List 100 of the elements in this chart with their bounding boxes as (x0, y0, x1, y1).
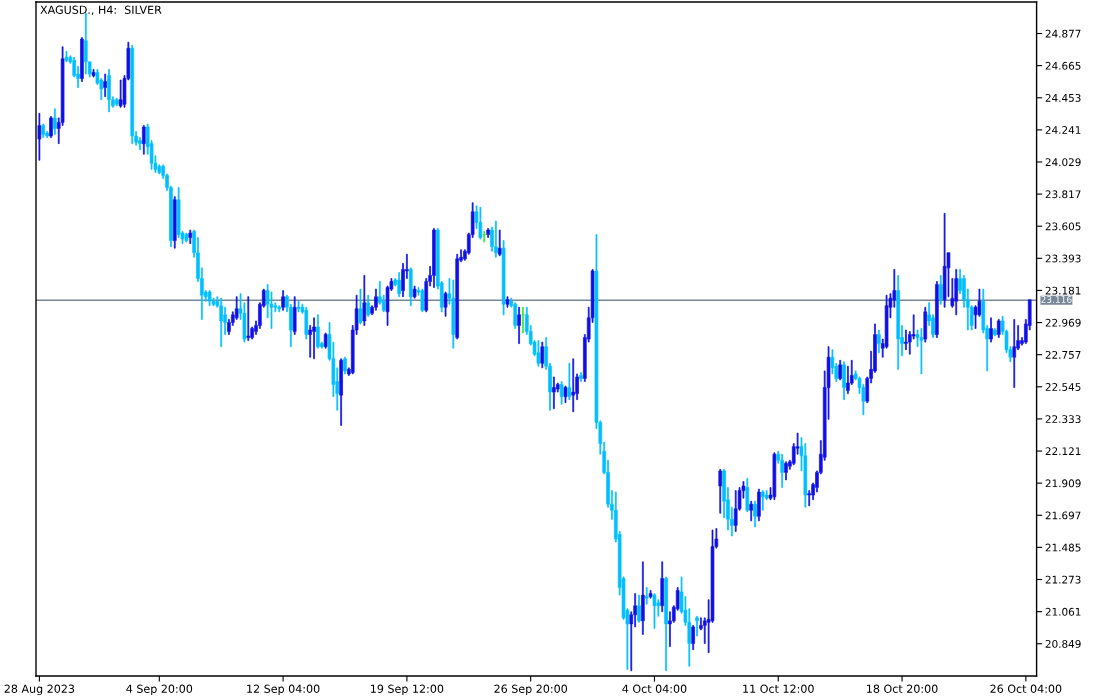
candlestick (281, 290, 285, 311)
y-tick-label: 21.909 (1045, 479, 1081, 488)
candlestick (130, 44, 135, 144)
x-tick-label: 26 Sep 20:00 (494, 684, 568, 696)
candlestick (877, 329, 881, 354)
candlestick (497, 229, 502, 257)
candlestick (517, 306, 521, 344)
candlestick (323, 332, 328, 349)
x-tick-label: 12 Sep 04:00 (247, 684, 320, 696)
candlestick (760, 490, 765, 511)
chart-title: XAGUSD., H4: SILVER (40, 5, 162, 16)
candlestick (142, 125, 146, 155)
candlestick (1012, 319, 1017, 388)
candlestick (753, 500, 757, 528)
candlestick (482, 231, 487, 243)
y-tick-label: 21.485 (1045, 543, 1081, 552)
y-tick-label: 24.877 (1045, 29, 1081, 38)
candlestick (749, 500, 753, 522)
candlestick (521, 306, 525, 334)
y-tick-label: 22.333 (1045, 415, 1081, 424)
candlestick (339, 358, 343, 426)
candlestick (486, 228, 490, 238)
candlestick (660, 561, 665, 613)
candlestick (184, 232, 189, 243)
candlestick (567, 362, 572, 401)
candlestick (103, 73, 107, 98)
candlestick (904, 329, 908, 351)
candlestick (292, 296, 297, 335)
y-tick-label: 23.605 (1045, 222, 1081, 231)
candlestick (358, 288, 363, 325)
candlestick (579, 372, 583, 382)
candlestick (343, 356, 347, 375)
candlestick (745, 478, 750, 513)
y-tick-label: 22.969 (1045, 318, 1081, 327)
candlestick (107, 69, 111, 113)
candlestick (478, 206, 483, 240)
candlestick (304, 306, 309, 340)
candlestick (563, 385, 568, 404)
candlestick (842, 361, 846, 401)
candlestick (312, 317, 316, 360)
candlestick (757, 488, 761, 522)
candlestick (84, 13, 88, 75)
candlestick (923, 306, 928, 343)
y-tick-label: 24.029 (1045, 158, 1081, 167)
candlestick (896, 275, 900, 370)
y-tick-label: 22.121 (1045, 447, 1081, 455)
ref-line-label: 23.116 (1041, 296, 1072, 303)
candlestick (652, 593, 657, 629)
candlestick (501, 240, 506, 316)
candlestick (695, 615, 699, 637)
candlestick (207, 290, 212, 307)
candlestick (296, 300, 301, 313)
candlestick (733, 490, 738, 532)
y-tick-label: 21.697 (1045, 511, 1081, 520)
candlestick (432, 228, 436, 288)
candlestick (637, 594, 641, 623)
y-tick-label: 21.061 (1045, 607, 1081, 616)
candlestick (188, 229, 193, 244)
candlestick (559, 381, 564, 405)
candlestick (838, 359, 842, 381)
candlestick (397, 272, 401, 298)
candlestick (989, 317, 993, 343)
candlestick (784, 461, 788, 481)
x-tick-label: 4 Oct 04:00 (622, 684, 687, 693)
x-tick-label: 26 Oct 04:00 (990, 684, 1062, 693)
y-tick-label: 22.757 (1045, 350, 1081, 359)
y-tick-label: 22.545 (1045, 383, 1081, 391)
candlestick (412, 285, 417, 299)
candlestick (644, 587, 649, 605)
candlestick (219, 297, 223, 347)
candlestick (366, 294, 371, 317)
candlestick (374, 288, 378, 311)
candlestick (49, 116, 53, 138)
candlestick (641, 561, 645, 635)
candlestick (41, 123, 46, 138)
x-tick-label: 28 Aug 2023 (4, 684, 75, 696)
candlestick (455, 253, 459, 340)
y-tick-label: 24.453 (1045, 93, 1081, 102)
candlestick (996, 319, 1001, 338)
x-tick-label: 4 Sep 20:00 (126, 684, 193, 696)
candlestick (942, 212, 947, 308)
x-tick-label: 11 Oct 12:00 (743, 684, 814, 693)
candlestick (513, 302, 518, 329)
candlestick (993, 328, 997, 337)
candlestick (246, 296, 251, 341)
candlestick (91, 69, 96, 78)
y-tick-label: 23.817 (1045, 190, 1081, 199)
y-tick-label: 24.665 (1045, 61, 1081, 70)
candlestick (919, 328, 924, 375)
candlestick (118, 79, 123, 108)
x-tick-label: 18 Oct 20:00 (867, 684, 938, 693)
y-tick-label: 24.241 (1045, 126, 1081, 134)
candlestick (780, 453, 784, 488)
candlestick (114, 97, 119, 107)
candlestick (718, 469, 723, 514)
candlestick (64, 50, 69, 63)
candlestick (451, 279, 456, 349)
y-tick-label: 21.273 (1045, 575, 1081, 584)
candlestick (277, 305, 282, 313)
candlestick (935, 281, 939, 338)
